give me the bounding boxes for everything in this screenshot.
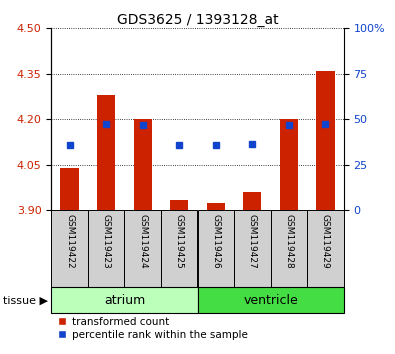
Bar xyxy=(51,287,198,313)
Text: ventricle: ventricle xyxy=(243,294,298,307)
Text: GSM119426: GSM119426 xyxy=(211,214,220,269)
Bar xyxy=(97,95,115,210)
Bar xyxy=(280,119,298,210)
Text: GSM119427: GSM119427 xyxy=(248,214,257,269)
Legend: transformed count, percentile rank within the sample: transformed count, percentile rank withi… xyxy=(56,317,248,340)
Text: tissue ▶: tissue ▶ xyxy=(3,295,48,305)
Bar xyxy=(234,210,271,287)
Title: GDS3625 / 1393128_at: GDS3625 / 1393128_at xyxy=(117,13,278,27)
Bar xyxy=(198,210,234,287)
Bar xyxy=(271,210,307,287)
Bar xyxy=(60,168,79,210)
Bar xyxy=(316,71,335,210)
Bar xyxy=(88,210,124,287)
Bar xyxy=(198,287,344,313)
Text: atrium: atrium xyxy=(104,294,145,307)
Bar xyxy=(170,200,188,210)
Bar xyxy=(161,210,198,287)
Bar xyxy=(307,210,344,287)
Text: GSM119424: GSM119424 xyxy=(138,214,147,269)
Text: GSM119422: GSM119422 xyxy=(65,214,74,269)
Bar xyxy=(124,210,161,287)
Text: GSM119425: GSM119425 xyxy=(175,214,184,269)
Bar xyxy=(243,192,261,210)
Bar xyxy=(207,203,225,210)
Bar xyxy=(51,210,88,287)
Text: GSM119429: GSM119429 xyxy=(321,214,330,269)
Text: GSM119428: GSM119428 xyxy=(284,214,293,269)
Bar xyxy=(134,119,152,210)
Text: GSM119423: GSM119423 xyxy=(102,214,111,269)
